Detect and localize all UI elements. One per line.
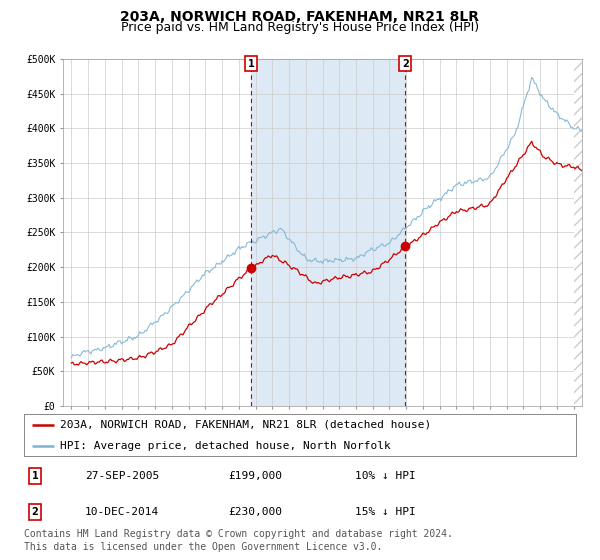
Text: 1: 1 [32,471,38,481]
Text: 15% ↓ HPI: 15% ↓ HPI [355,507,416,517]
Text: 10% ↓ HPI: 10% ↓ HPI [355,471,416,481]
Text: £230,000: £230,000 [228,507,282,517]
Text: 2: 2 [402,59,409,69]
Bar [574,59,590,406]
Text: 2: 2 [32,507,38,517]
Text: 203A, NORWICH ROAD, FAKENHAM, NR21 8LR (detached house): 203A, NORWICH ROAD, FAKENHAM, NR21 8LR (… [60,420,431,430]
Text: 10-DEC-2014: 10-DEC-2014 [85,507,159,517]
Text: HPI: Average price, detached house, North Norfolk: HPI: Average price, detached house, Nort… [60,441,391,451]
Text: 1: 1 [248,59,254,69]
Text: £199,000: £199,000 [228,471,282,481]
Bar [251,59,405,406]
Text: Contains HM Land Registry data © Crown copyright and database right 2024.
This d: Contains HM Land Registry data © Crown c… [24,529,453,552]
Text: 203A, NORWICH ROAD, FAKENHAM, NR21 8LR: 203A, NORWICH ROAD, FAKENHAM, NR21 8LR [121,10,479,24]
Text: Price paid vs. HM Land Registry's House Price Index (HPI): Price paid vs. HM Land Registry's House … [121,21,479,34]
Text: 27-SEP-2005: 27-SEP-2005 [85,471,159,481]
